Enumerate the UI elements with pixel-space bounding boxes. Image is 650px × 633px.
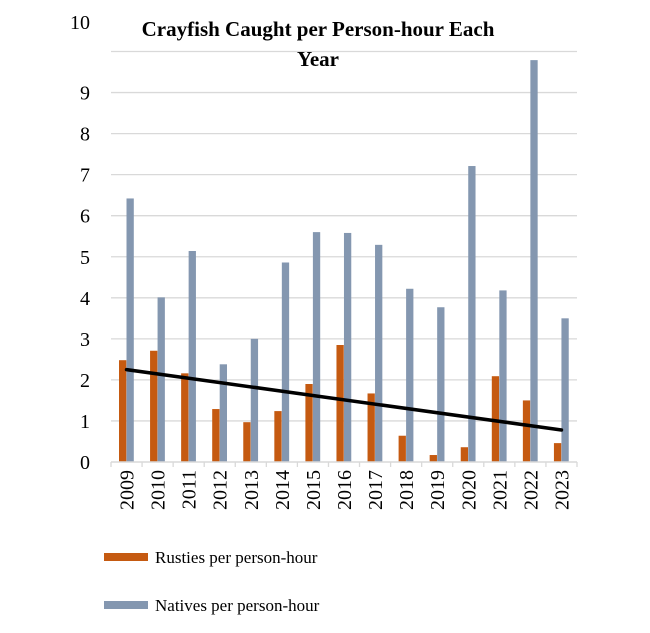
trendline-rusties [124, 367, 564, 432]
x-tick-label: 2019 [427, 470, 449, 510]
legend-label-natives: Natives per person-hour [155, 596, 320, 615]
legend: Rusties per person-hour Natives per pers… [104, 548, 320, 615]
x-tick-label: 2016 [334, 470, 356, 510]
bar-rusties-2023 [553, 443, 562, 462]
bar-natives-2018 [406, 288, 414, 462]
bar-rusties-2019 [429, 455, 437, 462]
y-tick-label: 6 [80, 206, 90, 228]
x-tick-label: 2013 [241, 470, 263, 510]
bar-natives-2021 [499, 290, 507, 462]
bar-rusties-2017 [367, 393, 375, 462]
chart-title-line-2: Year [297, 47, 339, 71]
x-tick-label: 2014 [272, 470, 294, 510]
x-tick-label: 2009 [117, 470, 139, 510]
y-tick-label: 9 [80, 83, 90, 105]
x-tick-label: 2010 [148, 470, 170, 510]
bar-rusties-2013 [243, 422, 251, 462]
x-tick-label: 2017 [365, 470, 387, 510]
x-tick-label: 2011 [179, 470, 201, 509]
y-tick-label: 0 [80, 452, 90, 474]
legend-swatch-natives [104, 601, 148, 609]
y-tick-label: 3 [80, 329, 90, 351]
bar-natives-2022 [530, 60, 538, 463]
y-tick-label: 10 [70, 12, 90, 34]
legend-swatch-rusties [104, 553, 148, 561]
bar-natives-2014 [281, 262, 290, 462]
bar-natives-2019 [437, 307, 445, 462]
trendline [124, 367, 564, 432]
x-tick-label: 2021 [489, 470, 511, 510]
bar-rusties-2015 [305, 384, 313, 462]
bar-rusties-2016 [336, 345, 344, 462]
bar-rusties-2018 [398, 435, 406, 462]
y-tick-label: 7 [80, 165, 90, 187]
bar-rusties-2014 [274, 411, 282, 462]
bar-natives-2012 [219, 364, 227, 462]
bar-natives-2017 [375, 244, 383, 462]
bar-rusties-2012 [212, 409, 220, 462]
bar-natives-2015 [312, 232, 321, 462]
y-tick-label: 1 [80, 411, 90, 433]
y-tick-label: 5 [80, 247, 90, 269]
bar-rusties-2009 [119, 360, 127, 462]
bar-rusties-2022 [522, 400, 531, 462]
bar-rusties-2010 [150, 350, 158, 462]
y-tick-label: 8 [80, 124, 90, 146]
x-tick-label: 2012 [210, 470, 232, 510]
bar-natives-2013 [250, 338, 259, 462]
bar-natives-2016 [343, 232, 352, 462]
x-tick-label: 2018 [396, 470, 418, 510]
x-tick-label: 2022 [520, 470, 542, 510]
bar-natives-2010 [157, 297, 165, 462]
bar-natives-2009 [126, 198, 134, 463]
x-tick-label: 2023 [551, 470, 573, 510]
y-tick-label: 2 [80, 370, 90, 392]
x-tick-label: 2015 [303, 470, 325, 510]
bar-natives-2020 [468, 166, 476, 463]
legend-label-rusties: Rusties per person-hour [155, 548, 318, 567]
y-tick-label: 4 [80, 288, 90, 310]
bar-rusties-2020 [460, 447, 469, 462]
bar-natives-2011 [188, 251, 196, 462]
bar-natives-2023 [561, 318, 569, 462]
bar-rusties-2011 [181, 373, 189, 462]
chart-title-line-1: Crayfish Caught per Person-hour Each [142, 17, 495, 41]
x-tick-label: 2020 [458, 470, 480, 510]
axes: 0 1 2 3 4 5 6 7 8 9 10 2009 2010 2011 2012 2013 2014 2015… [70, 12, 578, 510]
